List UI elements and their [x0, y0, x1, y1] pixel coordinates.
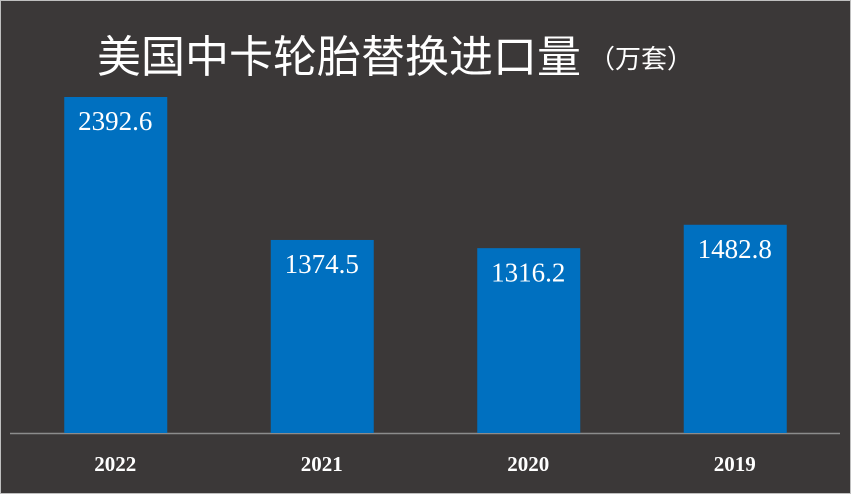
- x-tick-label: 2022: [94, 452, 136, 476]
- bar: [683, 224, 787, 433]
- value-label: 1482.8: [698, 234, 772, 264]
- value-label: 2392.6: [78, 106, 152, 136]
- bar: [64, 97, 168, 433]
- value-label: 1316.2: [491, 257, 565, 287]
- x-tick-label: 2021: [301, 452, 343, 476]
- title-unit: （万套）: [589, 45, 693, 75]
- chart-title: 美国中卡轮胎替换进口量 （万套）: [97, 32, 693, 83]
- x-tick-label: 2019: [714, 452, 756, 476]
- bar: [477, 248, 581, 433]
- title-main: 美国中卡轮胎替换进口量: [97, 32, 581, 83]
- value-label: 1374.5: [285, 249, 359, 279]
- bar: [270, 239, 374, 433]
- x-tick-label: 2020: [507, 452, 549, 476]
